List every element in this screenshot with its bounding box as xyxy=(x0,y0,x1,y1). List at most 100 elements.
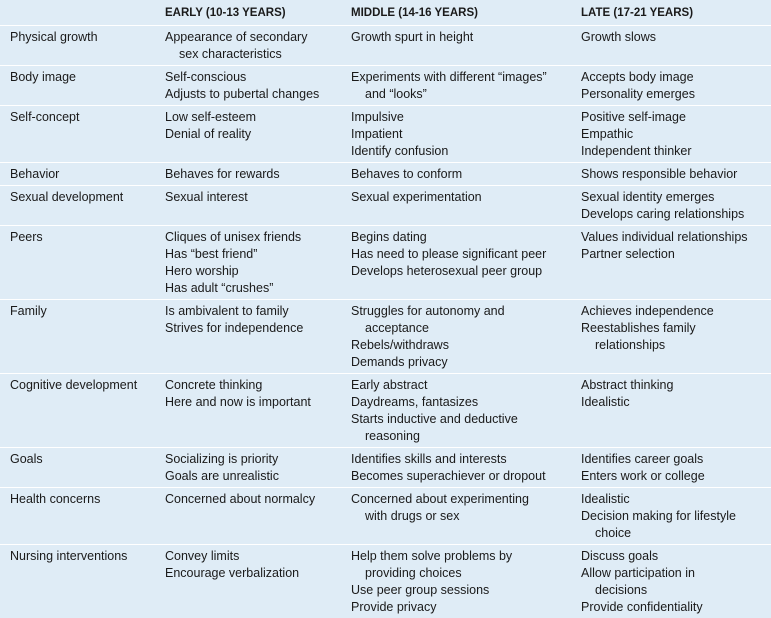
cell-line: Growth spurt in height xyxy=(351,30,474,44)
cell-line: Provide confidentiality xyxy=(581,600,703,614)
cell-middle: Early abstract Daydreams, fantasizes Start… xyxy=(341,373,571,448)
cell-line: Enters work or college xyxy=(581,469,705,483)
cell-line: Concerned about normalcy xyxy=(165,492,316,506)
cell-line: Use peer group sessions xyxy=(351,583,490,597)
header-middle: MIDDLE (14-16 YEARS) xyxy=(351,7,478,19)
cell-early: Sexual interest xyxy=(155,185,341,226)
table-row: Goals Socializing is priority Goals are un… xyxy=(0,447,771,488)
cell-line: Here and now is important xyxy=(165,395,311,409)
cell-middle: Concerned about experimenting with drugs … xyxy=(341,487,571,545)
cell-line: Denial of reality xyxy=(165,127,252,141)
cell-late: Growth slows xyxy=(571,25,771,66)
header-late: LATE (17-21 YEARS) xyxy=(581,7,694,19)
table-row: Family Is ambivalent to family Strives for… xyxy=(0,299,771,374)
row-label: Physical growth xyxy=(0,25,155,66)
cell-line: Daydreams, fantasizes xyxy=(351,395,479,409)
cell-line: Decision making for lifestyle xyxy=(581,509,736,523)
cell-line: with drugs or sex xyxy=(365,509,460,523)
cell-late: Shows responsible behavior xyxy=(571,162,771,186)
cell-late: Achieves independence Reestablishes famil… xyxy=(571,299,771,374)
cell-line: Develops caring relationships xyxy=(581,207,745,221)
cell-line: Goals are unrealistic xyxy=(165,469,279,483)
cell-line: Self-conscious xyxy=(165,70,247,84)
row-label: Body image xyxy=(0,65,155,106)
cell-line: Independent thinker xyxy=(581,144,692,158)
cell-line: Personality emerges xyxy=(581,87,695,101)
header-early: EARLY (10-13 YEARS) xyxy=(165,7,286,19)
cell-line: Allow participation in xyxy=(581,566,695,580)
cell-line: sex characteristics xyxy=(179,47,282,61)
cell-middle: Help them solve problems by providing cho… xyxy=(341,544,571,618)
cell-line: Values individual relationships xyxy=(581,230,748,244)
cell-middle: Struggles for autonomy and acceptance Rebe… xyxy=(341,299,571,374)
cell-line: Idealistic xyxy=(581,395,630,409)
cell-line: choice xyxy=(595,526,632,540)
cell-line: Strives for independence xyxy=(165,321,304,335)
cell-line: Concerned about experimenting xyxy=(351,492,529,506)
cell-middle: Experiments with different “images” and “… xyxy=(341,65,571,106)
cell-line: Behaves to conform xyxy=(351,167,463,181)
row-label: Behavior xyxy=(0,162,155,186)
cell-line: Sexual interest xyxy=(165,190,248,204)
table-row: Behavior Behaves for rewards Behaves to co… xyxy=(0,162,771,186)
cell-late: Sexual identity emerges Develops caring r… xyxy=(571,185,771,226)
cell-early: Is ambivalent to family Strives for indep… xyxy=(155,299,341,374)
cell-line: Empathic xyxy=(581,127,634,141)
row-label: Health concerns xyxy=(0,487,155,545)
cell-line: Starts inductive and deductive xyxy=(351,412,518,426)
cell-middle: Growth spurt in height xyxy=(341,25,571,66)
cell-line: providing choices xyxy=(365,566,462,580)
cell-late: Abstract thinking Idealistic xyxy=(571,373,771,448)
cell-line: Partner selection xyxy=(581,247,675,261)
cell-middle: Impulsive Impatient Identify confusion xyxy=(341,105,571,163)
cell-line: Identifies career goals xyxy=(581,452,704,466)
cell-line: Demands privacy xyxy=(351,355,448,369)
header-row: EARLY (10-13 YEARS) MIDDLE (14-16 YEARS)… xyxy=(0,0,771,26)
table-row: Sexual development Sexual interest Sexual … xyxy=(0,185,771,226)
cell-line: Provide privacy xyxy=(351,600,437,614)
row-label: Goals xyxy=(0,447,155,488)
cell-early: Socializing is priority Goals are unreali… xyxy=(155,447,341,488)
table-row: Cognitive development Concrete thinking He… xyxy=(0,373,771,448)
cell-line: acceptance xyxy=(365,321,429,335)
cell-late: Positive self-image Empathic Independent t… xyxy=(571,105,771,163)
cell-line: Is ambivalent to family xyxy=(165,304,289,318)
cell-late: Accepts body image Personality emerges xyxy=(571,65,771,106)
cell-early: Concrete thinking Here and now is importa… xyxy=(155,373,341,448)
cell-line: relationships xyxy=(595,338,666,352)
cell-line: Convey limits xyxy=(165,549,240,563)
table-row: Health concerns Concerned about normalcy C… xyxy=(0,487,771,545)
cell-middle: Identifies skills and interests Becomes s… xyxy=(341,447,571,488)
row-label: Nursing interventions xyxy=(0,544,155,618)
cell-late: Idealistic Decision making for lifestyle c… xyxy=(571,487,771,545)
cell-line: Develops heterosexual peer group xyxy=(351,264,543,278)
cell-line: Struggles for autonomy and xyxy=(351,304,505,318)
cell-early: Appearance of secondary sex characteristi… xyxy=(155,25,341,66)
cell-line: Encourage verbalization xyxy=(165,566,300,580)
cell-line: Help them solve problems by xyxy=(351,549,513,563)
cell-line: Impulsive xyxy=(351,110,404,124)
cell-line: Hero worship xyxy=(165,264,239,278)
cell-line: Shows responsible behavior xyxy=(581,167,738,181)
cell-line: Impatient xyxy=(351,127,403,141)
cell-line: Experiments with different “images” xyxy=(351,70,547,84)
cell-early: Cliques of unisex friends Has “best frien… xyxy=(155,225,341,300)
cell-middle: Sexual experimentation xyxy=(341,185,571,226)
cell-early: Low self-esteem Denial of reality xyxy=(155,105,341,163)
table-row: Physical growth Appearance of secondary se… xyxy=(0,25,771,66)
cell-late: Discuss goals Allow participation in decis… xyxy=(571,544,771,618)
table-body: Physical growth Appearance of secondary se… xyxy=(0,25,771,618)
cell-line: Growth slows xyxy=(581,30,657,44)
cell-late: Values individual relationships Partner s… xyxy=(571,225,771,300)
table-row: Self-concept Low self-esteem Denial of rea… xyxy=(0,105,771,163)
table-row: Body image Self-conscious Adjusts to puber… xyxy=(0,65,771,106)
table-row: Peers Cliques of unisex friends Has “best … xyxy=(0,225,771,300)
cell-line: Sexual identity emerges xyxy=(581,190,715,204)
cell-line: Has “best friend” xyxy=(165,247,258,261)
cell-line: Behaves for rewards xyxy=(165,167,280,181)
cell-line: Sexual experimentation xyxy=(351,190,482,204)
cell-line: Low self-esteem xyxy=(165,110,257,124)
cell-line: Reestablishes family xyxy=(581,321,696,335)
cell-line: Early abstract xyxy=(351,378,428,392)
